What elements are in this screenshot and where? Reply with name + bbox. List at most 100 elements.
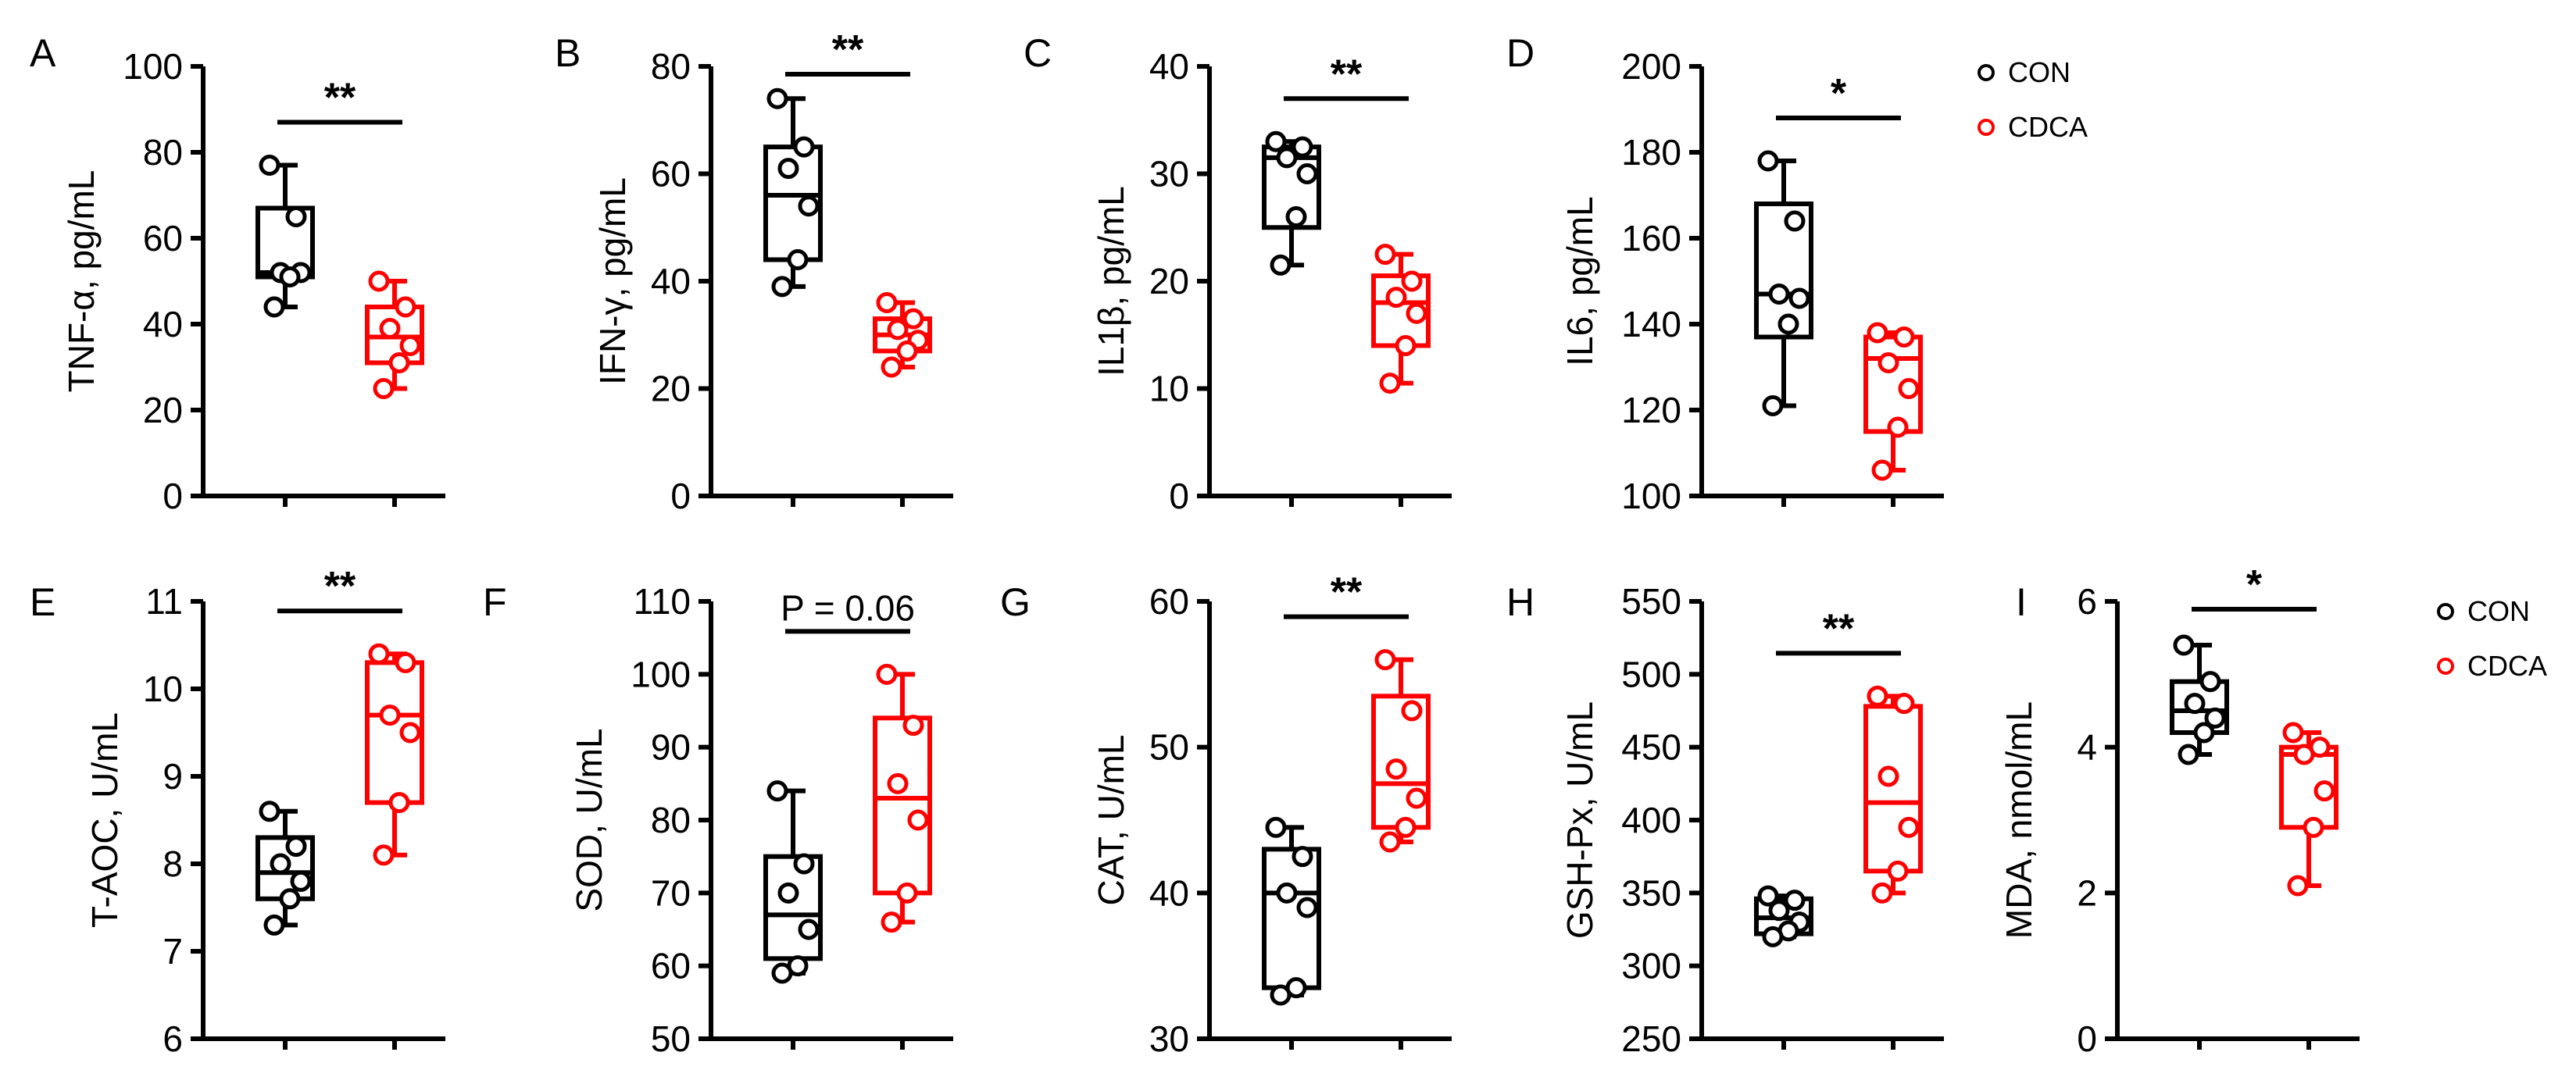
panel-C: C 0 10 20 30 40 IL1β, pg/mL ** [1024, 31, 1452, 516]
panel-letter: F [483, 580, 507, 624]
legend-label: CDCA [2467, 650, 2547, 682]
legend-marker [2437, 603, 2454, 620]
data-point [1871, 459, 1893, 481]
data-point [1270, 254, 1292, 276]
data-point [798, 918, 820, 940]
data-point [1871, 882, 1893, 904]
data-point [285, 206, 307, 227]
data-point [379, 318, 401, 339]
data-point [766, 87, 788, 109]
data-point [373, 844, 395, 866]
y-tick-label: 250 [1621, 1018, 1681, 1059]
panel-A: A 0 20 40 60 80 100 TNF-α, pg/mL ** [30, 31, 445, 516]
y-tick-label: 0 [670, 476, 691, 516]
y-tick-label: 140 [1621, 304, 1681, 344]
y-tick-label: 70 [651, 872, 691, 913]
panel-letter: C [1024, 31, 1052, 75]
y-axis-label: GSH-Px, U/mL [1560, 701, 1600, 939]
data-point [1893, 326, 1915, 348]
data-point [2204, 707, 2226, 729]
y-tick-label: 20 [651, 369, 691, 409]
y-tick-label: 100 [123, 46, 183, 87]
y-tick-label: 8 [163, 844, 183, 884]
y-tick-label: 30 [1149, 154, 1189, 194]
significance-label: * [1831, 71, 1847, 116]
data-point [1292, 846, 1313, 868]
significance-label: ** [324, 76, 356, 121]
data-point [793, 853, 815, 875]
data-point [881, 911, 902, 933]
y-tick-label: 60 [651, 154, 691, 194]
y-tick-label: 4 [2077, 727, 2097, 768]
data-point [399, 335, 421, 356]
legend-marker [1978, 64, 1995, 81]
panel-H: H 250 300 350 400 450 500 550 GSH-Px, U/mL ** [1506, 580, 1944, 1059]
panel-E: E 6 7 8 9 10 11 T-AOC, U/mL ** [30, 564, 445, 1059]
panel-D: D 100 120 140 160 180 200 IL6, pg/mL * [1506, 31, 1944, 516]
significance-label: ** [1823, 606, 1855, 651]
data-point [1762, 926, 1784, 947]
data-point [876, 663, 898, 685]
significance-label: P = 0.06 [781, 587, 915, 628]
y-tick-label: 6 [163, 1018, 183, 1059]
data-point [902, 308, 924, 330]
y-tick-label: 80 [143, 132, 183, 173]
y-axis-label: IFN-γ, pg/mL [592, 177, 633, 385]
data-point [1379, 373, 1401, 394]
legend-marker [1978, 119, 1995, 136]
panel-B: B 0 20 40 60 80 IFN-γ, pg/mL ** [555, 27, 953, 516]
y-tick-label: 400 [1621, 800, 1681, 840]
y-tick-label: 40 [1149, 46, 1189, 87]
y-axis-label: IL1β, pg/mL [1091, 186, 1131, 376]
y-tick-label: 80 [651, 800, 691, 840]
data-point [2178, 744, 2199, 765]
data-point [2293, 744, 2315, 765]
data-point [2313, 780, 2335, 802]
y-axis-label: MDA, nmol/mL [1999, 701, 2039, 939]
data-point [1898, 378, 1920, 399]
data-point [285, 836, 307, 858]
data-point [2282, 722, 2304, 744]
data-point [887, 772, 909, 794]
data-point [1395, 335, 1417, 356]
data-point [2303, 816, 2324, 838]
data-point [1878, 765, 1899, 787]
y-tick-label: 40 [143, 304, 183, 344]
data-point [1276, 882, 1298, 904]
panel-letter: G [1000, 580, 1031, 624]
legend-label: CON [2467, 595, 2530, 627]
data-point [1768, 900, 1790, 922]
data-point [1285, 206, 1307, 227]
data-point [1265, 816, 1287, 838]
y-tick-label: 9 [163, 756, 183, 797]
data-point [1757, 150, 1779, 172]
y-axis-label: CAT, U/mL [1091, 735, 1131, 906]
data-point [2173, 634, 2195, 656]
y-tick-label: 80 [651, 46, 691, 87]
data-point [290, 870, 312, 892]
y-tick-label: 550 [1621, 581, 1681, 622]
data-point [263, 914, 285, 936]
data-point [1374, 649, 1396, 671]
data-point [1401, 700, 1423, 722]
y-tick-label: 50 [1149, 727, 1189, 768]
data-point [1757, 885, 1779, 907]
y-tick-label: 60 [143, 218, 183, 259]
y-tick-label: 10 [143, 669, 183, 709]
data-point [1784, 210, 1806, 232]
legend: CON CDCA [1978, 56, 2088, 143]
y-tick-label: 450 [1621, 727, 1681, 768]
box-con [1262, 847, 1321, 990]
data-point [279, 888, 301, 910]
data-point [777, 882, 799, 904]
data-point [1867, 322, 1888, 344]
panel-letter: D [1506, 31, 1535, 75]
y-tick-label: 300 [1621, 946, 1681, 986]
y-tick-label: 7 [163, 931, 183, 972]
data-point [1768, 284, 1790, 305]
data-point [1276, 147, 1298, 169]
y-tick-label: 40 [1149, 872, 1189, 913]
data-point [368, 643, 390, 665]
y-tick-label: 0 [163, 476, 183, 516]
data-point [2287, 875, 2309, 897]
